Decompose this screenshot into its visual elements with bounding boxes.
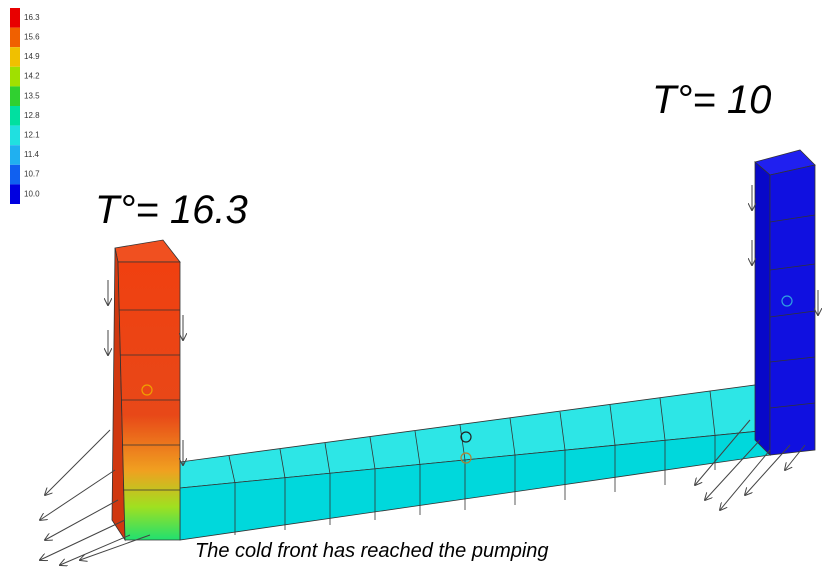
legend-label: 15.6	[24, 33, 40, 42]
left-temperature: T°= 16.3	[95, 188, 248, 232]
legend-swatch	[10, 145, 20, 165]
legend-label: 13.5	[24, 91, 40, 100]
legend-swatch	[10, 106, 20, 126]
legend-label: 12.8	[24, 111, 40, 120]
legend-swatch	[10, 164, 20, 185]
legend-swatch	[10, 86, 20, 106]
legend-swatch	[10, 8, 20, 28]
legend: 16.3 15.6 14.9 14.2 13.5 12.8 12.1 11.4 10.7 10.0	[10, 8, 40, 204]
legend-label: 14.2	[24, 72, 40, 81]
legend-label: 14.9	[24, 52, 40, 61]
legend-swatch	[10, 184, 20, 204]
caption: The cold front has reached the pumping	[195, 540, 549, 562]
legend-label: 16.3	[24, 13, 40, 22]
legend-label: 12.1	[24, 131, 40, 140]
right-temperature: T°= 10	[652, 78, 771, 122]
legend-label: 11.4	[24, 150, 40, 159]
legend-swatch	[10, 66, 20, 87]
legend-swatch	[10, 27, 20, 48]
model	[40, 149, 818, 565]
legend-swatch	[10, 125, 20, 146]
legend-label: 10.0	[24, 189, 40, 198]
legend-label: 10.7	[24, 170, 40, 179]
legend-swatch	[10, 47, 20, 67]
